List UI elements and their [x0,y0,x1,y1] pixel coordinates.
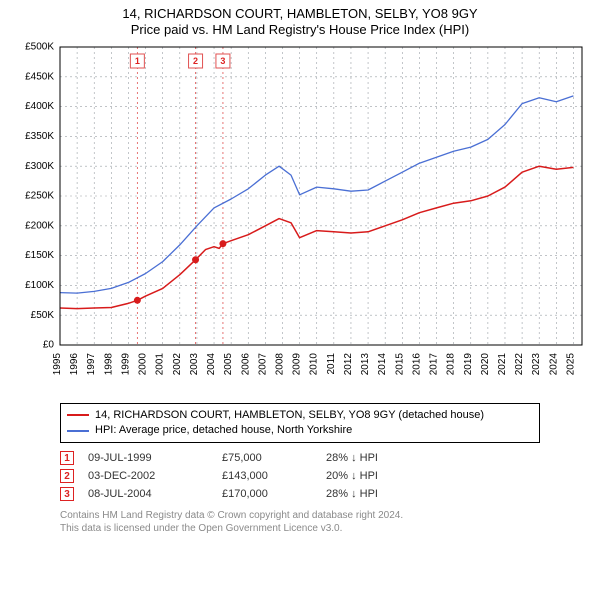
svg-text:2011: 2011 [326,352,337,374]
attribution-line-2: This data is licensed under the Open Gov… [60,522,540,535]
svg-text:£0: £0 [43,339,55,350]
svg-text:2024: 2024 [548,352,559,375]
svg-text:2003: 2003 [189,352,200,375]
attribution: Contains HM Land Registry data © Crown c… [60,509,540,535]
svg-text:3: 3 [220,55,225,65]
svg-text:£300K: £300K [25,160,54,171]
sale-date: 03-DEC-2002 [88,470,208,482]
svg-text:1995: 1995 [52,352,63,375]
sale-price: £75,000 [222,452,312,464]
svg-text:2017: 2017 [429,352,440,375]
legend-label: HPI: Average price, detached house, Nort… [95,423,352,438]
svg-text:1997: 1997 [86,352,97,375]
sale-price: £170,000 [222,488,312,500]
svg-text:2002: 2002 [172,352,183,375]
svg-text:2010: 2010 [309,352,320,375]
svg-text:2019: 2019 [463,352,474,375]
price-chart: £0 £50K £100K £150K £200K £250K £300K £350K £400… [0,39,600,399]
chart-area: £0 £50K £100K £150K £200K £250K £300K £350K £400… [0,39,600,399]
svg-text:2006: 2006 [240,352,251,375]
sale-diff: 28% ↓ HPI [326,452,416,464]
svg-text:2023: 2023 [531,352,542,375]
sale-diff: 28% ↓ HPI [326,488,416,500]
legend-item: HPI: Average price, detached house, Nort… [67,423,533,438]
svg-text:2009: 2009 [292,352,303,375]
svg-text:2016: 2016 [411,352,422,375]
svg-text:2001: 2001 [155,352,166,375]
svg-text:2018: 2018 [446,352,457,375]
svg-text:2022: 2022 [514,352,525,375]
title-line-2: Price paid vs. HM Land Registry's House … [0,22,600,38]
sale-marker: 1 [60,451,74,465]
svg-text:2008: 2008 [274,352,285,375]
svg-text:2007: 2007 [257,352,268,375]
svg-text:£400K: £400K [25,101,54,112]
svg-text:£350K: £350K [25,131,54,142]
sale-marker: 3 [60,487,74,501]
legend-swatch [67,414,89,416]
svg-text:£50K: £50K [31,309,55,320]
sale-date: 08-JUL-2004 [88,488,208,500]
svg-text:2013: 2013 [360,352,371,375]
svg-text:£150K: £150K [25,250,54,261]
svg-text:2: 2 [193,55,198,65]
svg-text:2014: 2014 [377,352,388,375]
sale-row: 2 03-DEC-2002 £143,000 20% ↓ HPI [60,467,540,485]
legend-swatch [67,430,89,432]
attribution-line-1: Contains HM Land Registry data © Crown c… [60,509,540,522]
svg-text:2015: 2015 [394,352,405,375]
legend: 14, RICHARDSON COURT, HAMBLETON, SELBY, … [60,403,540,444]
sale-marker: 2 [60,469,74,483]
svg-text:£500K: £500K [25,41,54,52]
chart-titles: 14, RICHARDSON COURT, HAMBLETON, SELBY, … [0,0,600,39]
sale-row: 1 09-JUL-1999 £75,000 28% ↓ HPI [60,449,540,467]
legend-item: 14, RICHARDSON COURT, HAMBLETON, SELBY, … [67,408,533,423]
sale-date: 09-JUL-1999 [88,452,208,464]
page-root: 14, RICHARDSON COURT, HAMBLETON, SELBY, … [0,0,600,590]
svg-text:2012: 2012 [343,352,354,375]
title-line-1: 14, RICHARDSON COURT, HAMBLETON, SELBY, … [0,6,600,22]
svg-text:2021: 2021 [497,352,508,375]
sale-price: £143,000 [222,470,312,482]
svg-text:2005: 2005 [223,352,234,375]
svg-text:2025: 2025 [565,352,576,375]
svg-text:£200K: £200K [25,220,54,231]
svg-text:2004: 2004 [206,352,217,375]
svg-text:1998: 1998 [103,352,114,375]
svg-text:£250K: £250K [25,190,54,201]
sale-events-list: 1 09-JUL-1999 £75,000 28% ↓ HPI 2 03-DEC-2002… [60,449,540,503]
svg-text:£100K: £100K [25,280,54,291]
svg-text:1999: 1999 [120,352,131,375]
svg-text:2020: 2020 [480,352,491,375]
svg-text:1: 1 [135,55,140,65]
sale-diff: 20% ↓ HPI [326,470,416,482]
svg-text:2000: 2000 [138,352,149,375]
svg-text:1996: 1996 [69,352,80,375]
sale-row: 3 08-JUL-2004 £170,000 28% ↓ HPI [60,485,540,503]
svg-text:£450K: £450K [25,71,54,82]
legend-label: 14, RICHARDSON COURT, HAMBLETON, SELBY, … [95,408,484,423]
